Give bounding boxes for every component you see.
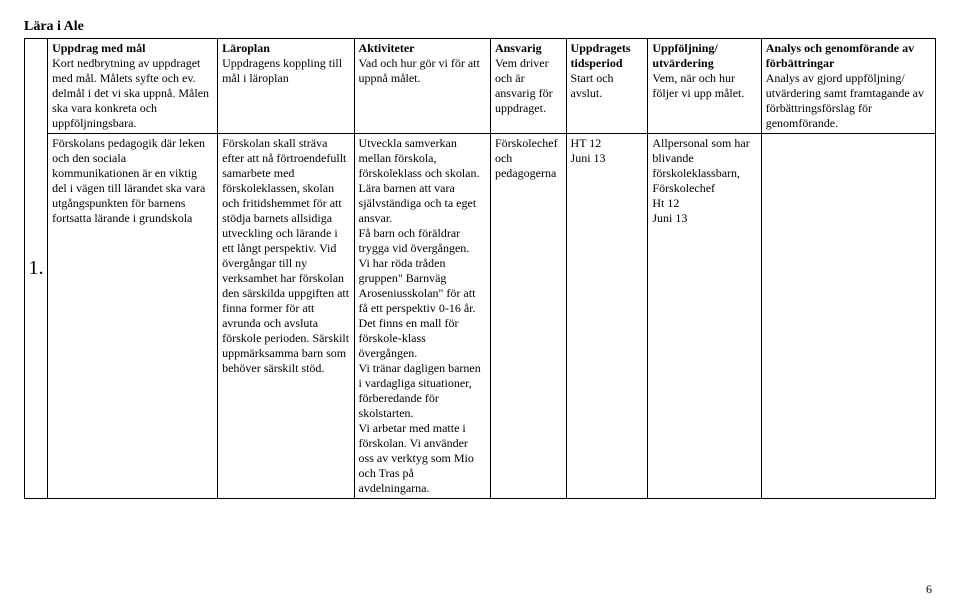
cell-tidsperiod: HT 12Juni 13 — [566, 133, 648, 498]
page-title: Lära i Ale — [24, 18, 936, 36]
cell-ansvarig: Förskolechef och pedagogerna — [490, 133, 566, 498]
hdr-laroplan-body: Uppdragens koppling till mål i läroplan — [222, 56, 342, 85]
plan-table: 1. Uppdrag med mål Kort nedbrytning av u… — [24, 38, 936, 499]
hdr-ansvarig: Ansvarig Vem driver och är ansvarig för … — [490, 38, 566, 133]
hdr-laroplan: Läroplan Uppdragens koppling till mål i … — [218, 38, 354, 133]
hdr-uppfoljning-title: Uppföljning/ utvärdering — [652, 41, 717, 70]
row-number: 1. — [25, 38, 48, 498]
hdr-uppfoljning-body: Vem, när och hur följer vi upp målet. — [652, 71, 744, 100]
hdr-tidsperiod-body: Start och avslut. — [571, 71, 614, 100]
cell-analys — [761, 133, 935, 498]
hdr-uppdrag: Uppdrag med mål Kort nedbrytning av uppd… — [48, 38, 218, 133]
data-row-1: Förskolans pedagogik där leken och den s… — [25, 133, 936, 498]
hdr-ansvarig-title: Ansvarig — [495, 41, 542, 55]
cell-uppdrag: Förskolans pedagogik där leken och den s… — [48, 133, 218, 498]
hdr-laroplan-title: Läroplan — [222, 41, 270, 55]
hdr-ansvarig-body: Vem driver och är ansvarig för uppdraget… — [495, 56, 553, 115]
hdr-uppfoljning: Uppföljning/ utvärdering Vem, när och hu… — [648, 38, 761, 133]
hdr-aktiviteter: Aktiviteter Vad och hur gör vi för att u… — [354, 38, 490, 133]
hdr-analys-body: Analys av gjord uppföljning/ utvärdering… — [766, 71, 924, 130]
cell-aktiviteter: Utveckla samverkan mellan förskola, förs… — [354, 133, 490, 498]
hdr-uppdrag-body: Kort nedbrytning av uppdraget med mål. M… — [52, 56, 209, 130]
hdr-analys-title: Analys och genomförande av förbättringar — [766, 41, 914, 70]
hdr-tidsperiod-title: Uppdragets tidsperiod — [571, 41, 631, 70]
hdr-aktiviteter-body: Vad och hur gör vi för att uppnå målet. — [359, 56, 480, 85]
cell-laroplan: Förskolan skall sträva efter att nå fört… — [218, 133, 354, 498]
hdr-tidsperiod: Uppdragets tidsperiod Start och avslut. — [566, 38, 648, 133]
header-row: 1. Uppdrag med mål Kort nedbrytning av u… — [25, 38, 936, 133]
hdr-uppdrag-title: Uppdrag med mål — [52, 41, 145, 55]
cell-uppfoljning: Allpersonal som har blivande förskolekla… — [648, 133, 761, 498]
hdr-analys: Analys och genomförande av förbättringar… — [761, 38, 935, 133]
hdr-aktiviteter-title: Aktiviteter — [359, 41, 415, 55]
page-number: 6 — [926, 582, 932, 597]
